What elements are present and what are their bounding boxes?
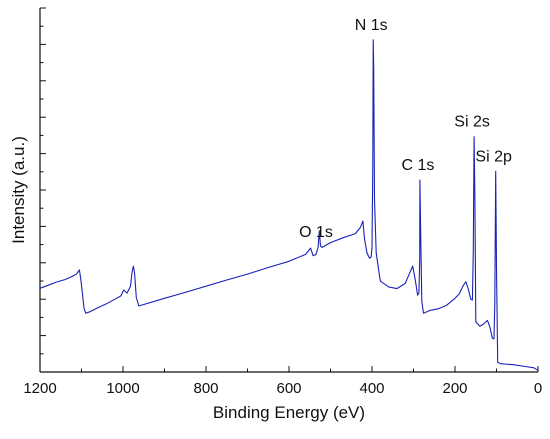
x-tick-label: 200	[442, 380, 467, 397]
plot-area	[39, 8, 538, 373]
peak-labels: O 1s N 1s C 1s Si 2s Si 2p	[299, 17, 512, 241]
peak-label: Si 2p	[475, 148, 512, 165]
xps-spectrum-line	[39, 39, 539, 371]
x-tick-label: 0	[534, 380, 542, 397]
x-axis-title: Binding Energy (eV)	[213, 403, 365, 422]
peak-label: N 1s	[355, 17, 388, 34]
peak-label: O 1s	[299, 224, 333, 241]
x-tick-label: 800	[193, 380, 218, 397]
peak-label: Si 2s	[454, 114, 490, 131]
y-axis-title: Intensity (a.u.)	[9, 136, 28, 244]
peak-label: C 1s	[401, 157, 434, 174]
x-tick-label: 600	[276, 380, 301, 397]
x-tick-label: 1200	[23, 380, 56, 397]
x-axis-ticks: 1200 1000 800 600 400 200 0	[23, 366, 542, 397]
x-tick-label: 1000	[106, 380, 139, 397]
x-tick-label: 400	[359, 380, 384, 397]
y-axis-ticks	[40, 7, 46, 373]
